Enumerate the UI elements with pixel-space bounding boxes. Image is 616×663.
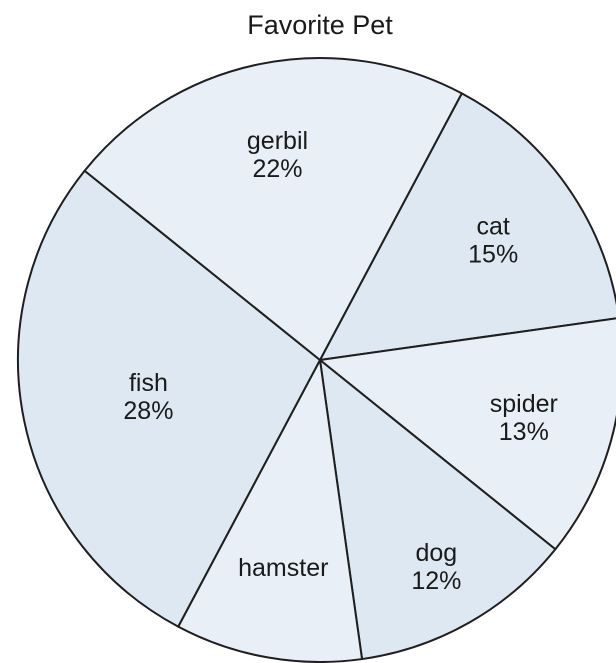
- slice-value-gerbil: 22%: [252, 155, 302, 183]
- slice-category-spider: spider: [490, 390, 558, 418]
- slice-value-dog: 12%: [411, 567, 461, 595]
- slice-value-spider: 13%: [499, 418, 549, 446]
- slice-category-fish: fish: [129, 369, 168, 397]
- slice-label-fish: fish 28%: [123, 369, 173, 425]
- slice-label-gerbil: gerbil 22%: [247, 127, 308, 183]
- slice-category-gerbil: gerbil: [247, 127, 308, 155]
- slice-label-hamster: hamster: [238, 554, 328, 582]
- pie-slice-hamster: [177, 359, 364, 663]
- pie-slice-cat: [319, 92, 616, 361]
- pie-slice-gerbil: [83, 57, 463, 361]
- pie-slice-dog: [319, 359, 557, 661]
- chart-title: Favorite Pet: [247, 10, 393, 40]
- slice-value-fish: 28%: [123, 397, 173, 425]
- pie-slice-spider: [319, 317, 616, 551]
- slice-label-dog: dog 12%: [411, 539, 461, 595]
- slice-category-dog: dog: [415, 539, 457, 567]
- slice-category-cat: cat: [476, 213, 509, 241]
- slice-label-spider: spider 13%: [490, 390, 558, 446]
- pie-slice-fish: [17, 169, 321, 628]
- slice-category-hamster: hamster: [238, 554, 328, 582]
- slice-label-cat: cat 15%: [468, 213, 518, 269]
- slice-value-cat: 15%: [468, 241, 518, 269]
